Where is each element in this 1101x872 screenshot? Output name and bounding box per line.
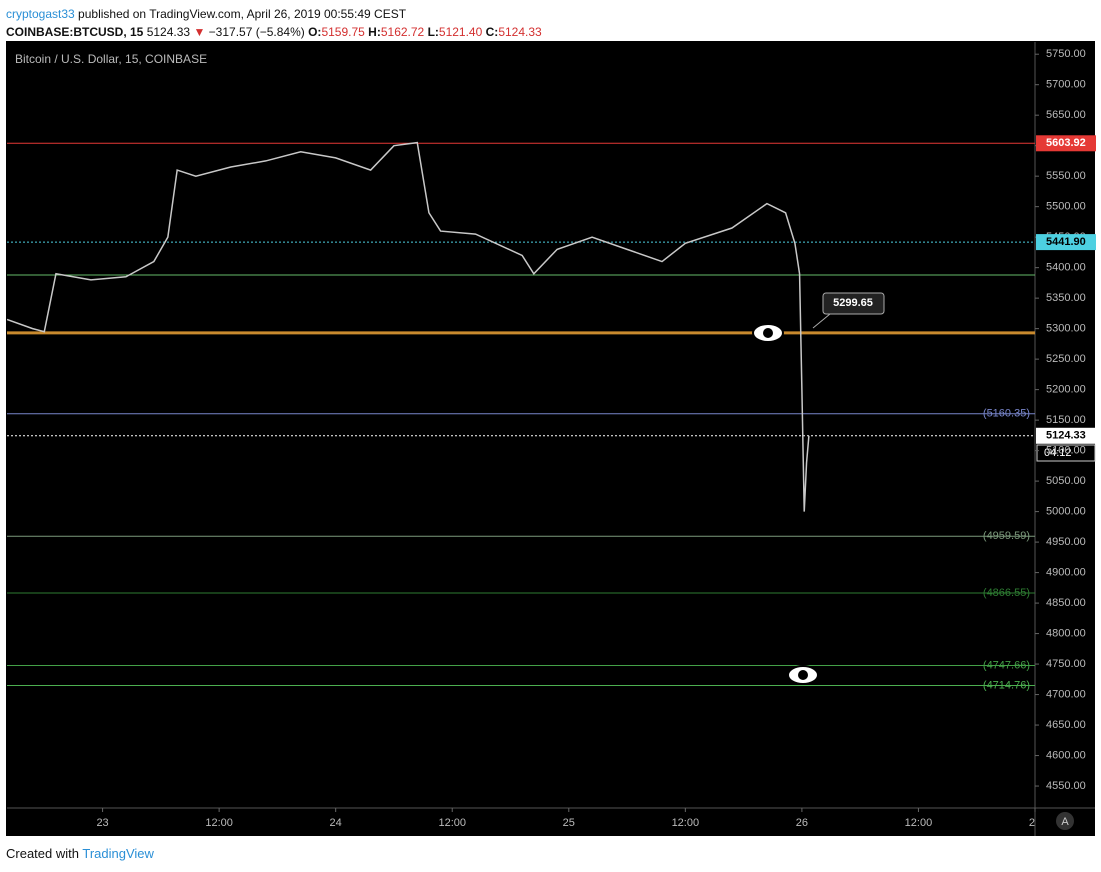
y-tick-label: 4650.00: [1046, 719, 1086, 731]
y-tick-label: 5200.00: [1046, 384, 1086, 396]
change: −317.57 (−5.84%): [208, 25, 305, 39]
footer: Created with TradingView: [6, 846, 154, 861]
price-line: [7, 141, 810, 512]
chart-title: Bitcoin / U.S. Dollar, 15, COINBASE: [15, 52, 207, 66]
x-tick-label: 27: [1029, 817, 1041, 829]
y-tick-label: 5250.00: [1046, 353, 1086, 365]
eye-icon[interactable]: [787, 665, 819, 685]
level-label: (5160.35): [983, 408, 1030, 420]
y-tick-label: 5700.00: [1046, 79, 1086, 91]
price-tag-label: 5603.92: [1046, 137, 1086, 149]
x-tick-label: 25: [563, 817, 575, 829]
l-label: L:: [427, 25, 439, 39]
price-tag: [1036, 234, 1096, 251]
y-tick-label: 5400.00: [1046, 262, 1086, 274]
symbol: COINBASE:BTCUSD, 15: [6, 25, 144, 39]
close: 5124.33: [498, 25, 542, 39]
x-tick-label: 26: [796, 817, 808, 829]
created: Created with: [6, 846, 79, 861]
y-tick-label: 5000.00: [1046, 506, 1086, 518]
y-tick-label: 4550.00: [1046, 780, 1086, 792]
y-tick-label: 5350.00: [1046, 292, 1086, 304]
user[interactable]: cryptogast33: [6, 7, 75, 21]
y-tick-label: 4750.00: [1046, 658, 1086, 670]
x-tick-label: 23: [96, 817, 108, 829]
price-tag-label: 5441.90: [1046, 236, 1086, 248]
x-tick-label: 12:00: [438, 817, 466, 829]
y-tick-label: 4800.00: [1046, 627, 1086, 639]
c-label: C:: [485, 25, 499, 39]
o-label: O:: [308, 25, 322, 39]
chart-background: [6, 41, 1095, 836]
open: 5159.75: [321, 25, 365, 39]
arrow: ▼: [193, 25, 206, 39]
x-tick-label: 12:00: [672, 817, 700, 829]
x-tick-label: 24: [330, 817, 342, 829]
callout-pointer: [812, 313, 831, 329]
level-label: (4866.55): [983, 587, 1030, 599]
y-tick-label: 4700.00: [1046, 688, 1086, 700]
y-tick-label: 4900.00: [1046, 566, 1086, 578]
x-tick-label: 12:00: [905, 817, 933, 829]
scale-button-label[interactable]: A: [1061, 816, 1069, 828]
h-label: H:: [368, 25, 381, 39]
y-tick-label: 5100.00: [1046, 445, 1086, 457]
y-tick-label: 5150.00: [1046, 414, 1086, 426]
high: 5162.72: [380, 25, 425, 39]
callout-text: 5299.65: [833, 297, 873, 309]
countdown-box: [1036, 444, 1096, 462]
y-tick-label: 5650.00: [1046, 109, 1086, 121]
callout-box: [822, 292, 885, 315]
y-tick-label: 4850.00: [1046, 597, 1086, 609]
level-label: (4714.76): [983, 679, 1030, 691]
header: cryptogast33 published on TradingView.co…: [6, 5, 542, 41]
eye-icon[interactable]: [752, 323, 784, 343]
y-tick-label: 5550.00: [1046, 170, 1086, 182]
last: 5124.33: [146, 25, 191, 39]
price-tag: [1036, 427, 1096, 444]
price-tag-label: 5124.33: [1046, 430, 1086, 442]
level-label: (4959.59): [983, 530, 1030, 542]
price-tag: [1036, 135, 1096, 152]
low: 5121.40: [438, 25, 483, 39]
y-tick-label: 5500.00: [1046, 201, 1086, 213]
level-label: (4747.66): [983, 659, 1030, 671]
published: published on TradingView.com, April 26, …: [74, 7, 407, 21]
brand[interactable]: TradingView: [82, 846, 154, 861]
y-tick-label: 5300.00: [1046, 323, 1086, 335]
y-tick-label: 4950.00: [1046, 536, 1086, 548]
countdown: 04:12: [1044, 447, 1072, 459]
y-tick-label: 4600.00: [1046, 749, 1086, 761]
x-tick-label: 12:00: [205, 817, 233, 829]
scale-button[interactable]: [1056, 812, 1074, 830]
y-tick-label: 5750.00: [1046, 48, 1086, 60]
y-tick-label: 5050.00: [1046, 475, 1086, 487]
